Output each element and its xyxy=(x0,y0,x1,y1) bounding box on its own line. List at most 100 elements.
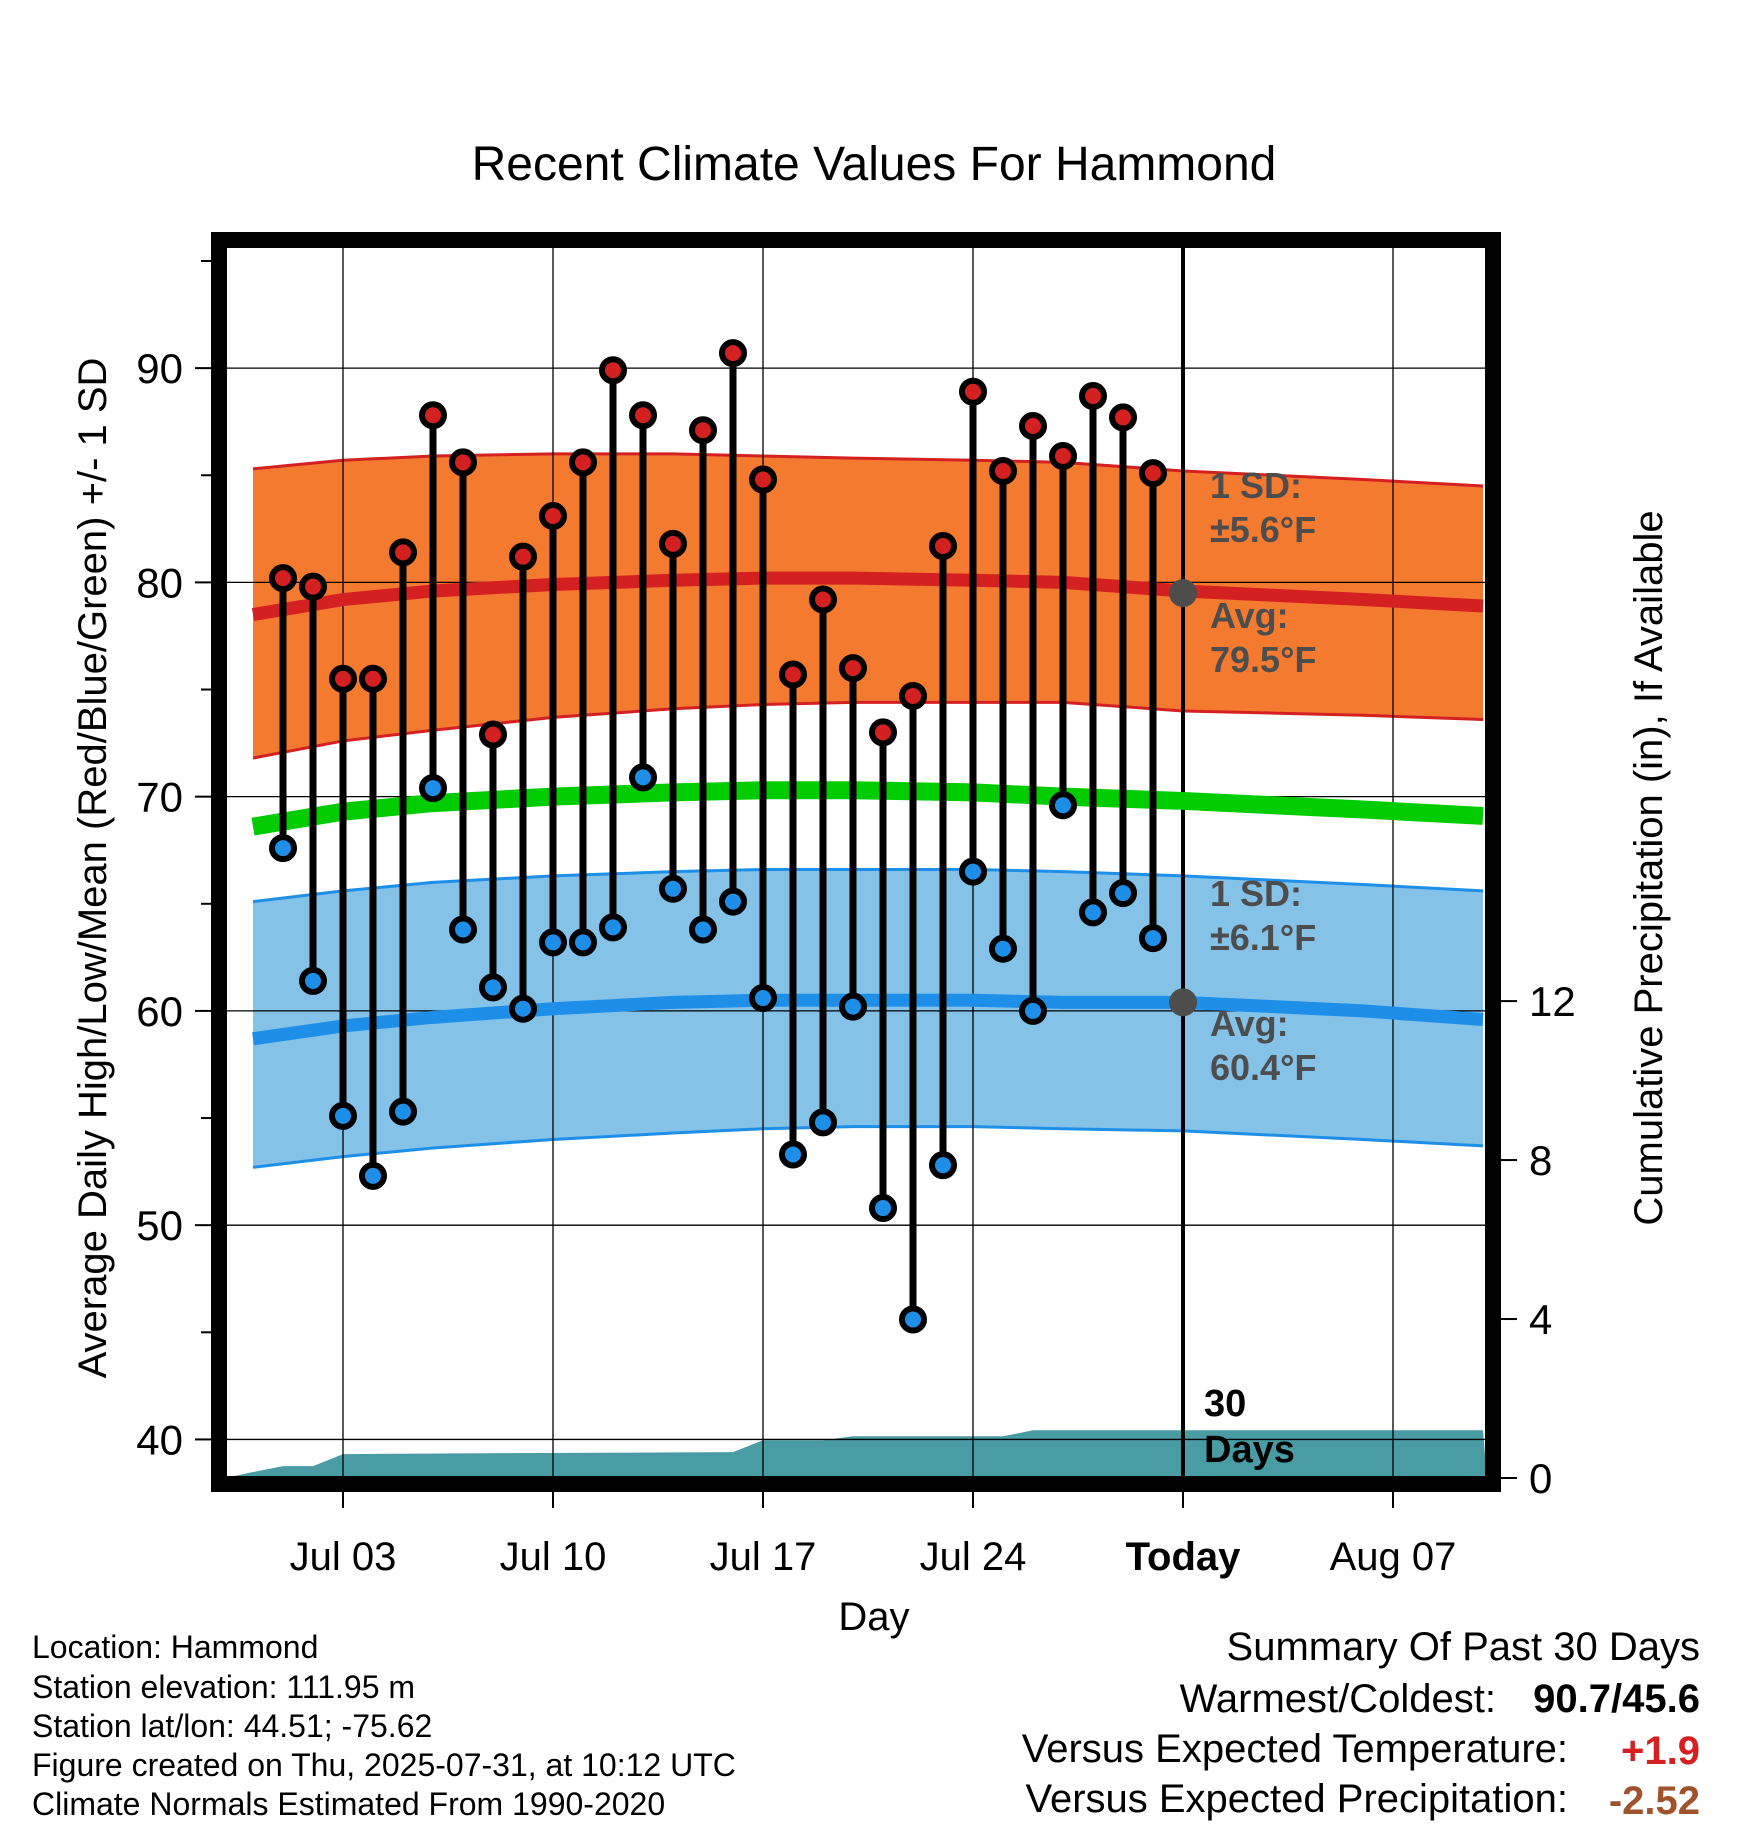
daily-high-point xyxy=(899,681,927,710)
x-axis-label: Day xyxy=(838,1595,909,1639)
y-tick-label-left: 50 xyxy=(136,1202,183,1249)
daily-high-point xyxy=(479,720,507,749)
x-tick-label: Today xyxy=(1126,1535,1242,1579)
daily-high-point xyxy=(299,572,327,601)
station-elevation: Station elevation: 111.95 m xyxy=(32,1669,415,1705)
daily-low-point xyxy=(539,928,567,957)
daily-high-point xyxy=(1109,403,1137,432)
daily-high-point xyxy=(659,529,687,558)
plot-border xyxy=(211,232,1501,1492)
daily-low-point xyxy=(629,763,657,792)
daily-high-point xyxy=(719,339,747,368)
precip-versus-value: -2.52 xyxy=(1609,1779,1700,1823)
daily-low-point xyxy=(569,928,597,957)
warmest-coldest-label: Warmest/Coldest: xyxy=(1180,1677,1496,1721)
temp-versus-label: Versus Expected Temperature: xyxy=(1022,1727,1568,1771)
y-tick-label-right: 8 xyxy=(1529,1137,1552,1184)
climate-normals-period: Climate Normals Estimated From 1990-2020 xyxy=(32,1786,665,1822)
daily-low-point xyxy=(689,915,717,944)
daily-high-point xyxy=(509,542,537,571)
daily-low-point xyxy=(1139,924,1167,953)
y-tick-label-right: 0 xyxy=(1529,1455,1552,1502)
daily-low-point xyxy=(359,1161,387,1190)
low-lower-sd-line xyxy=(252,1125,1484,1169)
daily-low-point xyxy=(509,994,537,1023)
daily-high-point xyxy=(1049,441,1077,470)
figure-created: Figure created on Thu, 2025-07-31, at 10… xyxy=(32,1747,736,1783)
daily-high-point xyxy=(539,501,567,530)
daily-low-point xyxy=(869,1194,897,1223)
daily-low-point xyxy=(269,834,297,863)
temp-versus-value: +1.9 xyxy=(1621,1729,1700,1773)
summary-heading: Summary Of Past 30 Days xyxy=(1227,1625,1700,1669)
low-sd-label-line1: 1 SD: xyxy=(1210,873,1302,914)
daily-high-point xyxy=(569,448,597,477)
high-sd-label-line2: ±5.6°F xyxy=(1210,509,1316,550)
daily-high-point xyxy=(629,401,657,430)
daily-high-point xyxy=(869,718,897,747)
daily-high-point xyxy=(1019,411,1047,440)
low-avg-label-line1: Avg: xyxy=(1210,1003,1289,1044)
y-tick-label-right: 12 xyxy=(1529,978,1576,1025)
y-axis-label-left: Average Daily High/Low/Mean (Red/Blue/Gr… xyxy=(71,358,115,1379)
daily-low-point xyxy=(1109,879,1137,908)
daily-high-point xyxy=(749,465,777,494)
daily-high-point xyxy=(359,664,387,693)
high-avg-label-line1: Avg: xyxy=(1210,595,1289,636)
warmest-coldest-value: 90.7/45.6 xyxy=(1533,1677,1700,1721)
daily-low-point xyxy=(419,774,447,803)
daily-low-point xyxy=(659,874,687,903)
daily-high-point xyxy=(449,448,477,477)
daily-low-point xyxy=(989,934,1017,963)
normal-annotations: 1 SD: ±5.6°F Avg: 79.5°F 1 SD: ±6.1°F Av… xyxy=(1210,465,1316,1088)
daily-low-point xyxy=(479,973,507,1002)
y-tick-label-left: 40 xyxy=(136,1416,183,1463)
daily-low-point xyxy=(1019,996,1047,1025)
y-tick-label-left: 90 xyxy=(136,345,183,392)
x-tick-label: Jul 17 xyxy=(710,1535,817,1579)
today-low-normal-marker xyxy=(1169,988,1197,1017)
daily-low-point xyxy=(719,887,747,916)
daily-high-point xyxy=(1139,459,1167,488)
daily-high-point xyxy=(269,564,297,593)
daily-high-point xyxy=(839,654,867,683)
daily-low-point xyxy=(1079,898,1107,927)
daily-low-point xyxy=(929,1151,957,1180)
daily-high-point xyxy=(779,660,807,689)
chart-title: Recent Climate Values For Hammond xyxy=(472,138,1277,191)
station-location: Location: Hammond xyxy=(32,1629,318,1665)
axes: 40 50 60 70 80 90 0 4 8 12 Jul 03 Jul 10 Jul 17 Jul 2… xyxy=(136,259,1576,1579)
x-tick-label: Jul 03 xyxy=(290,1535,397,1579)
y-tick-label-left: 80 xyxy=(136,559,183,606)
daily-high-point xyxy=(959,377,987,406)
daily-high-point xyxy=(329,664,357,693)
station-latlon: Station lat/lon: 44.51; -75.62 xyxy=(32,1708,432,1744)
daily-low-point xyxy=(779,1140,807,1169)
low-avg-label-line2: 60.4°F xyxy=(1210,1047,1316,1088)
daily-low-point xyxy=(749,984,777,1013)
today-period-number: 30 xyxy=(1204,1383,1246,1425)
daily-low-point xyxy=(959,857,987,886)
daily-high-point xyxy=(599,356,627,385)
daily-low-point xyxy=(449,915,477,944)
x-tick-label: Jul 24 xyxy=(920,1535,1027,1579)
daily-low-point xyxy=(809,1108,837,1137)
today-markers xyxy=(1169,579,1197,1017)
daily-low-point xyxy=(1049,791,1077,820)
daily-low-point xyxy=(329,1101,357,1130)
high-sd-band xyxy=(253,453,1483,759)
y-tick-label-left: 70 xyxy=(136,774,183,821)
x-tick-label: Aug 07 xyxy=(1330,1535,1457,1579)
today-period-label: 30 Days xyxy=(1204,1383,1295,1471)
daily-high-point xyxy=(1079,381,1107,410)
daily-high-point xyxy=(689,416,717,445)
summary-panel: Summary Of Past 30 Days Warmest/Coldest:… xyxy=(1022,1625,1700,1823)
precip-versus-label: Versus Expected Precipitation: xyxy=(1025,1777,1568,1821)
precipitation-fill xyxy=(225,1430,1487,1478)
today-period-unit: Days xyxy=(1204,1429,1295,1471)
high-avg-label-line2: 79.5°F xyxy=(1210,639,1316,680)
low-sd-label-line2: ±6.1°F xyxy=(1210,917,1316,958)
y-axis-label-right: Cumulative Precipitation (in), If Availa… xyxy=(1627,510,1671,1225)
y-tick-label-left: 60 xyxy=(136,988,183,1035)
